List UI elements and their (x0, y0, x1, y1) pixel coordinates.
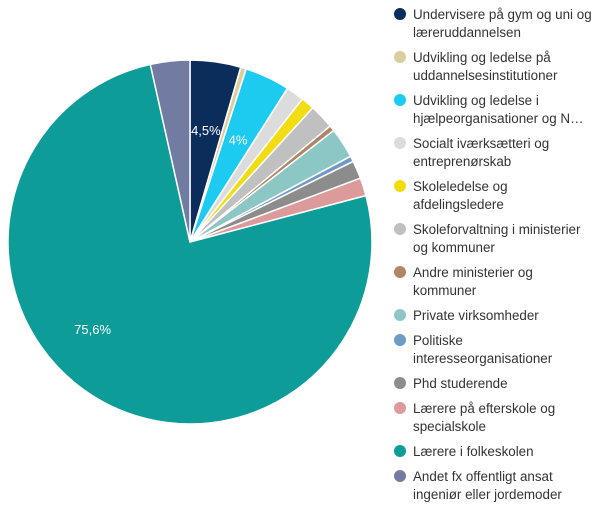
legend-label: Udvikling og ledelse på uddannelsesinsti… (413, 50, 558, 83)
legend-item[interactable]: Politiske interesseorganisationer (394, 332, 598, 368)
legend-item[interactable]: Private virksomheder (394, 307, 598, 325)
legend-swatch (394, 137, 406, 149)
legend: Undervisere på gym og uni og læreruddann… (394, 6, 598, 511)
legend-label: Lærere på efterskole og specialskole (413, 401, 556, 434)
legend-label: Undervisere på gym og uni og læreruddann… (413, 7, 592, 40)
legend-item[interactable]: Udvikling og ledelse på uddannelsesinsti… (394, 49, 598, 85)
legend-swatch (394, 266, 406, 278)
pie-slice[interactable] (149, 59, 191, 243)
legend-label: Udvikling og ledelse i hjælpeorganisatio… (413, 93, 584, 126)
legend-item[interactable]: Phd studerende (394, 375, 598, 393)
legend-item[interactable]: Undervisere på gym og uni og læreruddann… (394, 6, 598, 42)
pie-slice[interactable] (7, 63, 373, 425)
legend-swatch (394, 51, 406, 63)
legend-item[interactable]: Andre ministerier og kommuner (394, 264, 598, 300)
legend-label: Skoleledelse og afdelingsledere (413, 179, 508, 212)
legend-item[interactable]: Lærere på efterskole og specialskole (394, 400, 598, 436)
pie-chart-svg: 4,5% 4% 75,6% (7, 59, 373, 425)
legend-swatch (394, 180, 406, 192)
legend-label: Andre ministerier og kommuner (413, 265, 533, 298)
legend-item[interactable]: Socialt iværksætteri og entreprenørskab (394, 135, 598, 171)
slice-data-label: 4% (229, 132, 248, 147)
legend-label: Lærere i folkeskolen (413, 444, 534, 459)
legend-swatch (394, 223, 406, 235)
legend-item[interactable]: Udvikling og ledelse i hjælpeorganisatio… (394, 92, 598, 128)
legend-label: Private virksomheder (413, 308, 539, 323)
slice-data-label: 4,5% (191, 123, 221, 138)
legend-label: Politiske interesseorganisationer (413, 333, 553, 366)
legend-swatch (394, 445, 406, 457)
legend-item[interactable]: Skoleforvaltning i ministerier og kommun… (394, 221, 598, 257)
legend-label: Andet fx offentligt ansat ingeniør eller… (413, 469, 562, 502)
legend-label: Phd studerende (413, 376, 508, 391)
legend-swatch (394, 402, 406, 414)
legend-label: Skoleforvaltning i ministerier og kommun… (413, 222, 581, 255)
legend-swatch (394, 309, 406, 321)
legend-item[interactable]: Skoleledelse og afdelingsledere (394, 178, 598, 214)
legend-swatch (394, 377, 406, 389)
legend-label: Socialt iværksætteri og entreprenørskab (413, 136, 550, 169)
legend-item[interactable]: Lærere i folkeskolen (394, 443, 598, 461)
slice-data-label: 75,6% (74, 322, 111, 337)
legend-swatch (394, 94, 406, 106)
legend-item[interactable]: Andet fx offentligt ansat ingeniør eller… (394, 468, 598, 504)
legend-swatch (394, 8, 406, 20)
pie-chart: 4,5% 4% 75,6% (7, 59, 373, 425)
legend-swatch (394, 334, 406, 346)
legend-swatch (394, 470, 406, 482)
